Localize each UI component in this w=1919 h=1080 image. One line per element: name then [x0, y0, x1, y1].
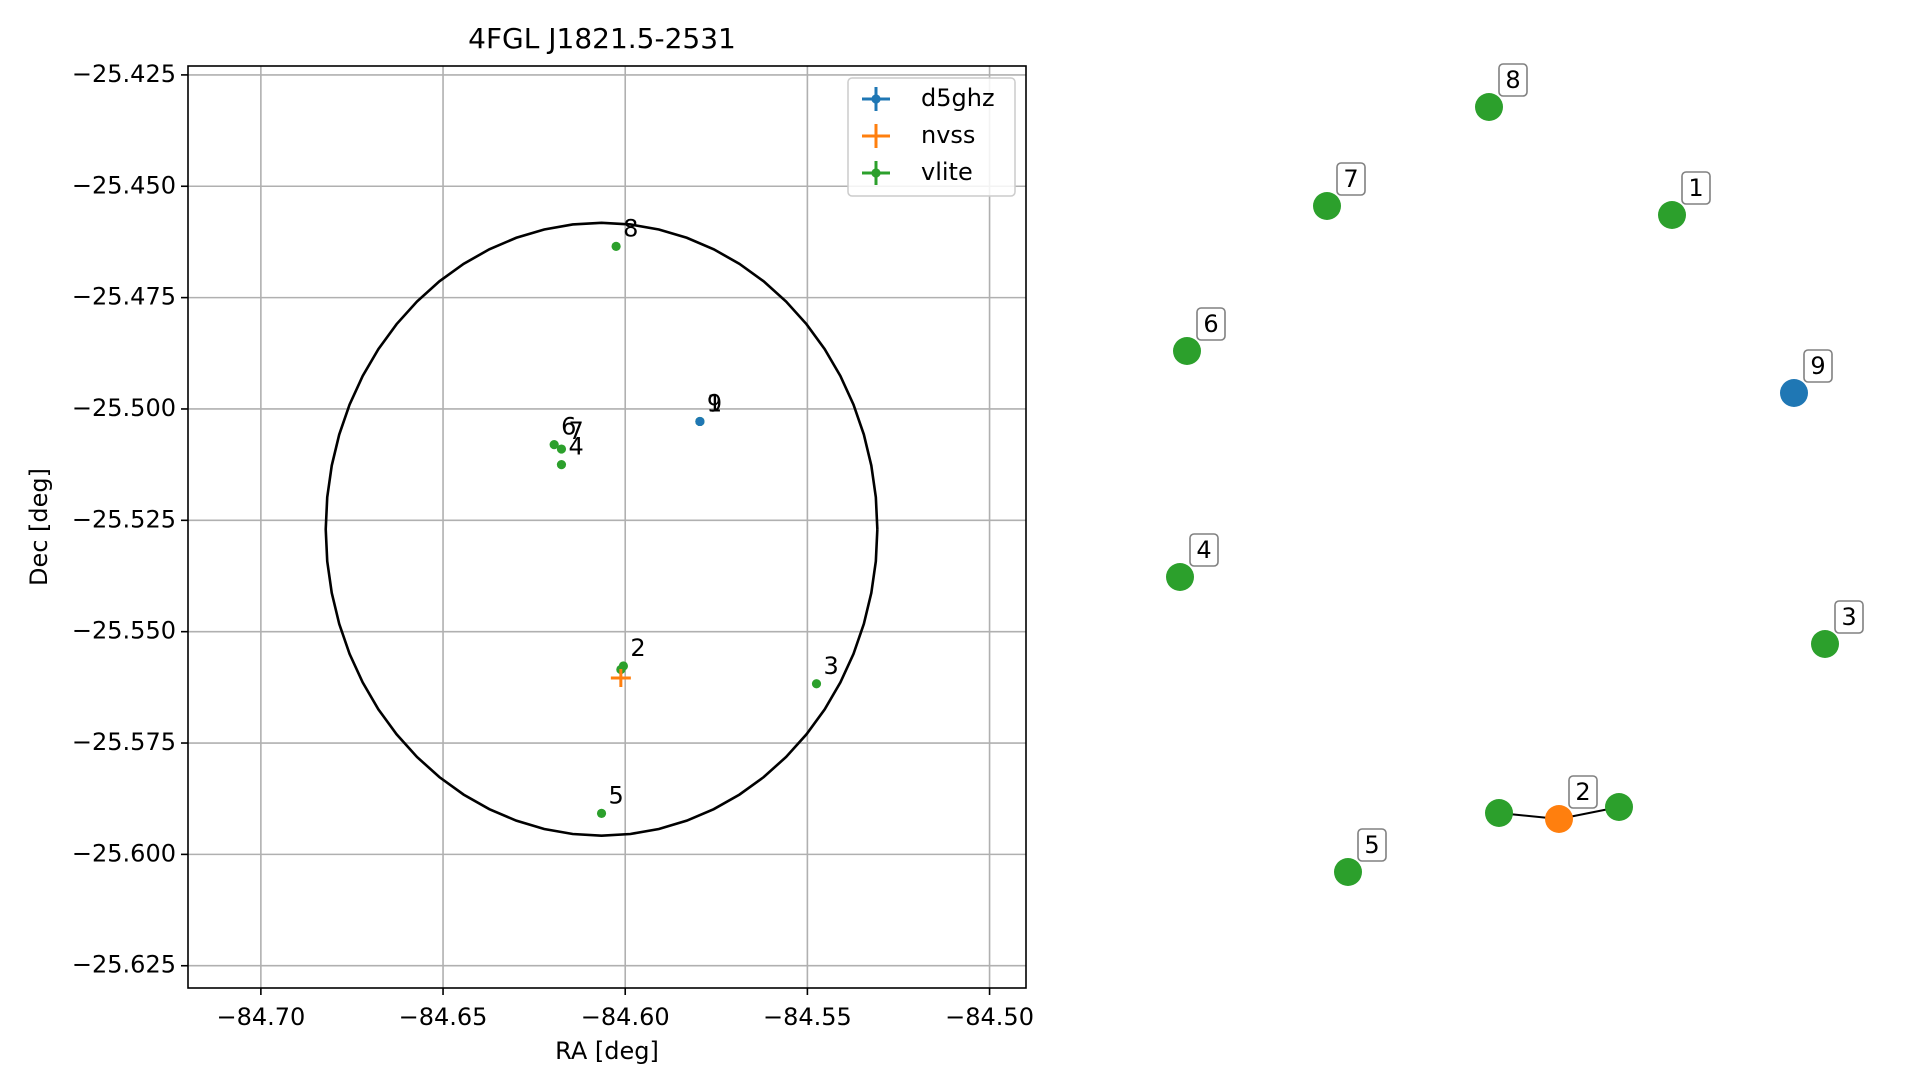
data-point-vlite: [811, 679, 822, 689]
network-node-label-box: [1681, 171, 1711, 205]
y-tick-label: −25.625: [72, 951, 176, 979]
network-node: [1166, 563, 1194, 591]
ellipse-layer: [324, 221, 879, 837]
data-point-vlite: [556, 444, 567, 454]
legend-marker-vlite: [871, 168, 881, 178]
network-node: [1313, 192, 1341, 220]
legend-marker-d5ghz: [871, 94, 881, 104]
network-node: [1811, 630, 1839, 658]
data-point-label: 3: [824, 652, 839, 680]
network-node-label: 3: [1841, 603, 1856, 631]
network-node-label-box: [1196, 307, 1226, 341]
legend: d5ghz nvss vlite: [847, 77, 1016, 197]
network-node-label-box: [1336, 162, 1366, 196]
y-tick-label: −25.450: [72, 171, 176, 199]
x-tick-label: −84.55: [763, 1003, 852, 1031]
network-node-label-box: [1498, 63, 1528, 97]
network-node-label: 5: [1364, 831, 1379, 859]
grid-layer: [188, 66, 1026, 988]
x-tick-label: −84.50: [945, 1003, 1034, 1031]
y-tick-label: −25.475: [72, 283, 176, 311]
x-axis-label: RA [deg]: [555, 1037, 659, 1065]
y-tick-label: −25.550: [72, 617, 176, 645]
localization-ellipse: [324, 221, 879, 837]
network-node-label: 4: [1196, 536, 1211, 564]
y-tick-label: −25.425: [72, 60, 176, 88]
network-node-label-box: [1189, 533, 1219, 567]
data-point-vlite: [596, 808, 607, 818]
data-point-label: 9: [707, 389, 722, 417]
legend-label-d5ghz: d5ghz: [921, 84, 995, 112]
data-point-vlite: [556, 460, 567, 470]
network-node: [1334, 858, 1362, 886]
network-node-label-box: [1834, 600, 1864, 634]
legend-label-nvss: nvss: [921, 121, 975, 149]
data-point-vlite: [549, 439, 559, 450]
network-panel: 1 2 3 4 5 6 7 8 9: [1166, 63, 1864, 886]
network-node: [1658, 201, 1686, 229]
data-point-label: 1: [707, 389, 722, 417]
points-layer: 1 2 3 4 5 67 8 9: [549, 214, 839, 818]
y-tick-label: −25.600: [72, 839, 176, 867]
network-node-label-box: [1568, 775, 1598, 809]
x-axis-ticks: −84.70 −84.65 −84.60 −84.55 −84.50: [216, 988, 1034, 1031]
network-node: [1545, 805, 1573, 833]
network-node: [1605, 793, 1633, 821]
data-point-label: 4: [568, 433, 583, 461]
network-node-label: 1: [1688, 174, 1703, 202]
network-node: [1485, 799, 1513, 827]
network-node-label-box: [1803, 349, 1833, 383]
data-point-label: 7: [568, 417, 583, 445]
network-nodes: 1 2 3 4 5 6 7 8 9: [1166, 63, 1864, 886]
network-node-label: 6: [1203, 310, 1218, 338]
network-node: [1173, 337, 1201, 365]
x-tick-label: −84.60: [581, 1003, 670, 1031]
data-point-label: 8: [623, 214, 638, 242]
x-tick-label: −84.70: [216, 1003, 305, 1031]
data-point-label: 6: [561, 413, 576, 441]
data-point-d5ghz: [695, 416, 705, 427]
network-node-label-box: [1357, 828, 1387, 862]
x-tick-label: −84.65: [399, 1003, 488, 1031]
legend-label-vlite: vlite: [921, 158, 973, 186]
network-node: [1475, 93, 1503, 121]
y-tick-label: −25.575: [72, 728, 176, 756]
legend-frame: [847, 77, 1016, 197]
y-axis-ticks: −25.425 −25.450 −25.475 −25.500 −25.525 −25.5…: [72, 60, 188, 979]
network-node: [1780, 379, 1808, 407]
legend-entries: d5ghz nvss vlite: [862, 84, 995, 186]
data-point-label: 5: [609, 781, 624, 809]
network-node-label: 7: [1343, 165, 1358, 193]
network-node-label: 2: [1575, 778, 1590, 806]
network-node-label: 8: [1505, 66, 1520, 94]
plot-frame: [187, 65, 1027, 989]
scatter-panel: 4FGL J1821.5-2531 1 2 3 4 5 67 8 9 −84.70 −84.65…: [25, 22, 1034, 1065]
network-node-label: 9: [1810, 352, 1825, 380]
y-tick-label: −25.525: [72, 505, 176, 533]
y-axis-label: Dec [deg]: [25, 468, 53, 586]
data-point-vlite: [611, 241, 621, 251]
chart-title: 4FGL J1821.5-2531: [468, 22, 736, 55]
y-tick-label: −25.500: [72, 394, 176, 422]
data-point-label: 2: [630, 634, 645, 662]
